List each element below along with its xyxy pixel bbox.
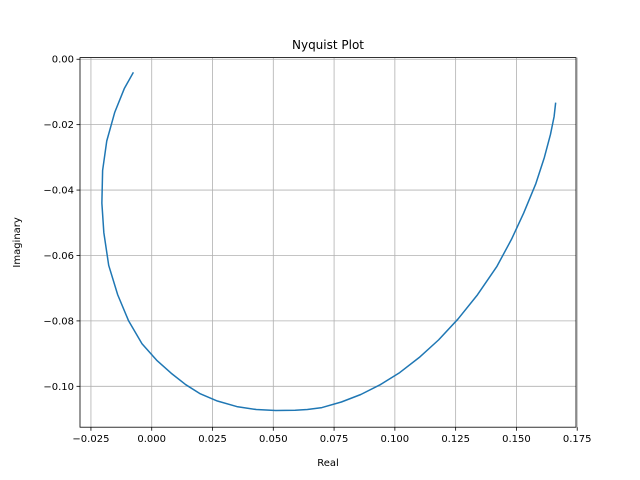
y-tick-label: −0.06 [43, 251, 74, 262]
x-tick-label: 0.050 [259, 434, 288, 445]
y-tick-label: −0.08 [43, 316, 74, 327]
x-tick-label: 0.100 [381, 434, 410, 445]
x-tick-label: 0.125 [441, 434, 470, 445]
x-ticks: −0.025 0.000 0.025 0.050 0.075 0.100 0.125 0.15… [72, 427, 592, 445]
grid-lines [80, 57, 578, 428]
nyquist-curve [101, 71, 557, 412]
x-tick-label: 0.000 [137, 434, 166, 445]
y-tick-label: 0.00 [52, 55, 74, 66]
plot-frame [79, 57, 577, 428]
x-tick-label: 0.175 [563, 434, 592, 445]
series-group [101, 71, 557, 412]
x-tick-label: 0.150 [502, 434, 531, 445]
chart-title: Nyquist Plot [292, 38, 364, 52]
y-ticks: 0.00 −0.02 −0.04 −0.06 −0.08 −0.10 [43, 55, 80, 393]
x-tick-label: 0.075 [320, 434, 349, 445]
y-tick-label: −0.10 [43, 382, 74, 393]
y-axis-label: Imaginary [12, 217, 23, 268]
x-axis-label: Real [317, 458, 339, 469]
x-tick-label: −0.025 [72, 434, 109, 445]
x-tick-label: 0.025 [198, 434, 227, 445]
y-tick-label: −0.02 [43, 120, 74, 131]
y-tick-label: −0.04 [43, 186, 74, 197]
